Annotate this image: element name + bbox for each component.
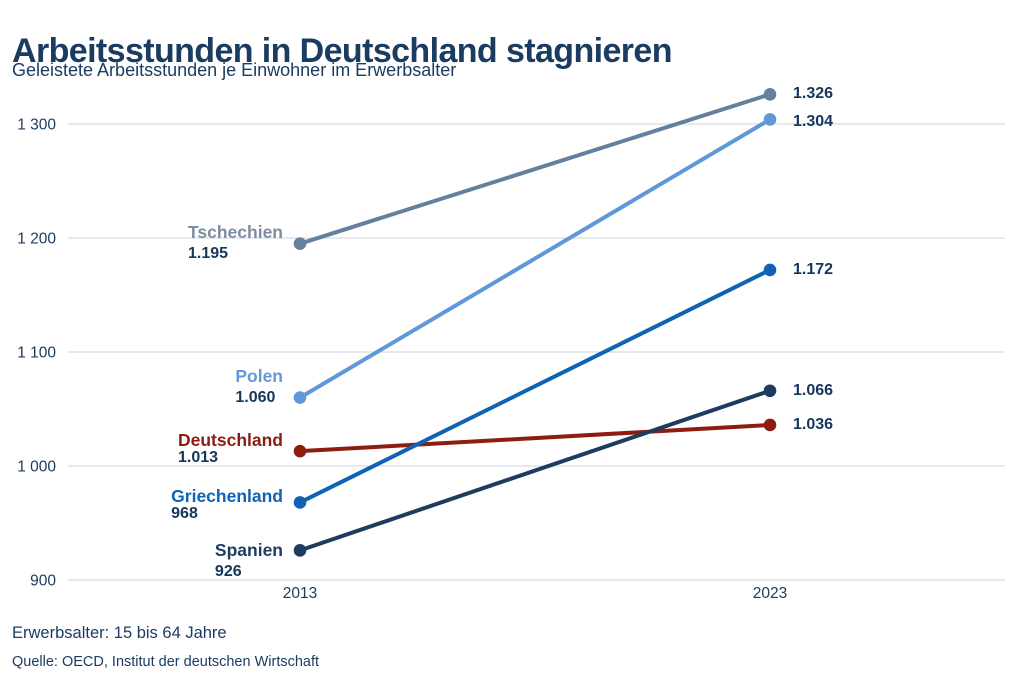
- series-line-deutschland: [298, 422, 772, 454]
- series-line-griechenland: [298, 267, 772, 505]
- series-line-tschechien: [298, 92, 772, 246]
- data-point-griechenland-2023: [763, 263, 777, 277]
- y-axis-tick-label: 1 100: [17, 345, 56, 362]
- data-point-deutschland-2023: [763, 418, 777, 432]
- series-line-polen: [298, 117, 772, 400]
- data-point-polen-2023: [763, 113, 777, 126]
- data-point-tschechien-2023: [763, 88, 777, 101]
- y-axis-tick-label: 1 200: [17, 231, 56, 248]
- data-point-spanien-2023: [763, 384, 777, 398]
- y-axis-tick-label: 1 300: [17, 117, 56, 134]
- source-attribution: Quelle: OECD, Institut der deutschen Wir…: [12, 654, 320, 670]
- y-axis-tick-label: 900: [30, 573, 56, 590]
- x-axis-tick-label: 2013: [283, 585, 317, 602]
- data-point-tschechien-2013: [293, 237, 307, 250]
- data-point-polen-2013: [293, 391, 307, 404]
- data-point-griechenland-2013: [293, 496, 307, 509]
- data-point-deutschland-2013: [293, 444, 307, 458]
- footnote-age-range: Erwerbsalter: 15 bis 64 Jahre: [12, 624, 227, 642]
- series-line-spanien: [298, 388, 772, 553]
- page-title: Arbeitsstunden in Deutschland stagnieren: [12, 31, 672, 70]
- y-axis-tick-label: 1 000: [17, 459, 56, 476]
- chart-subtitle: Geleistete Arbeitsstunden je Einwohner i…: [12, 60, 457, 80]
- data-point-spanien-2013: [293, 544, 307, 557]
- x-axis-tick-label: 2023: [753, 585, 787, 602]
